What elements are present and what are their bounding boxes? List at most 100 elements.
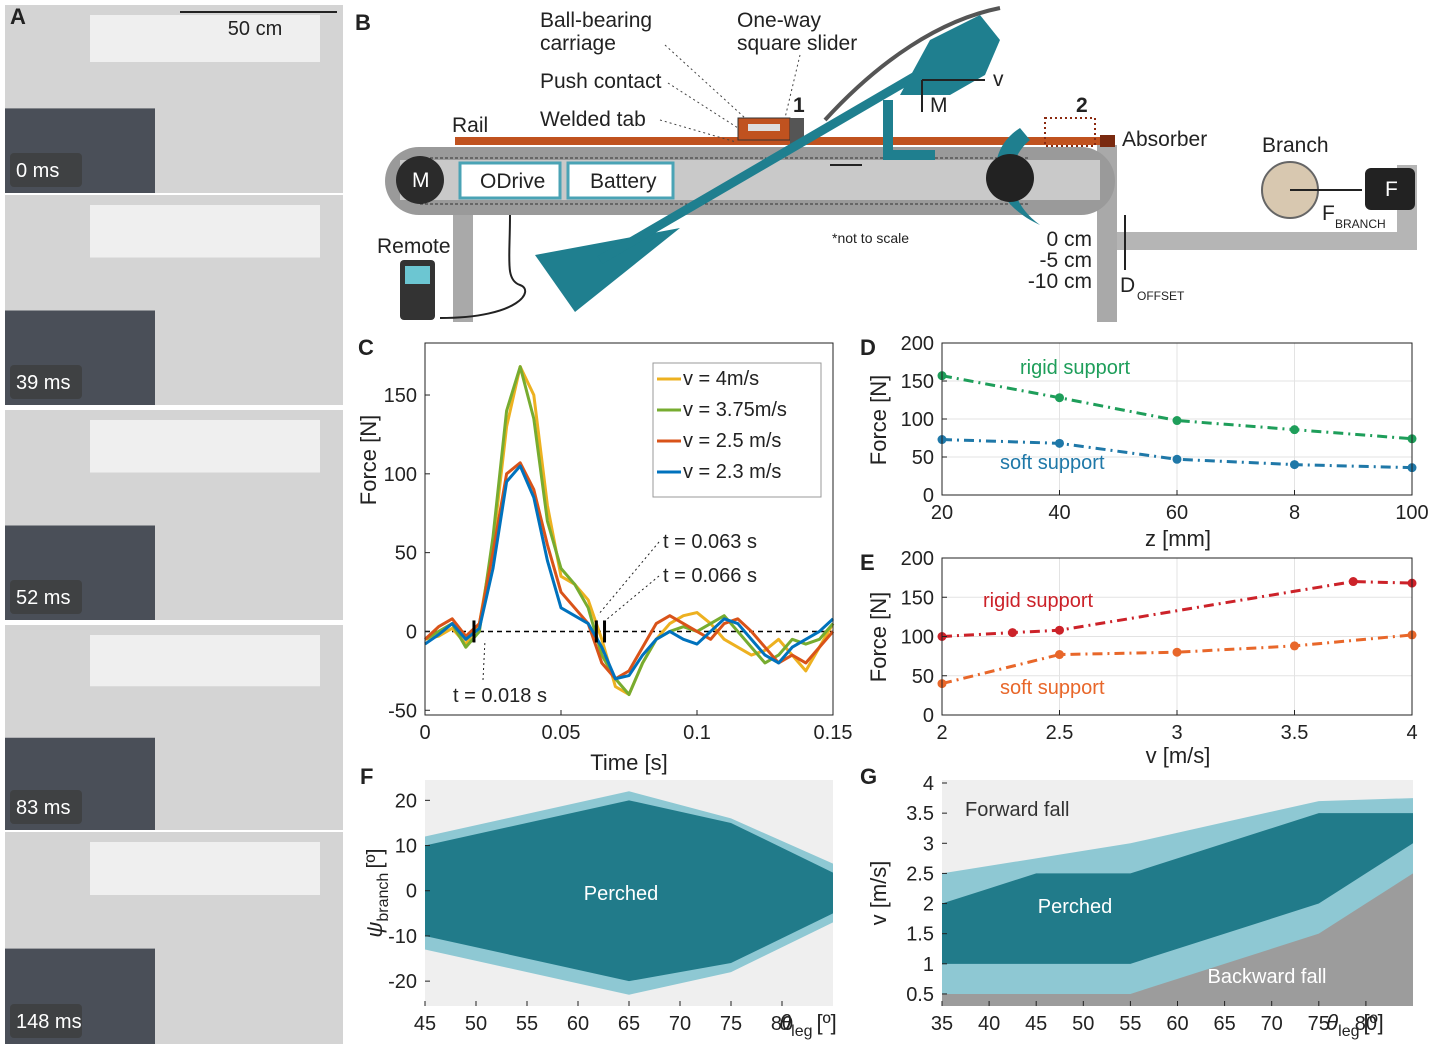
battery-box	[566, 161, 675, 200]
x-tick-label: 60	[567, 1013, 589, 1035]
y-tick-label: 50	[395, 543, 417, 565]
body	[900, 15, 1000, 95]
x-tick-label: 40	[1048, 502, 1070, 524]
leader	[664, 44, 746, 119]
region-label: Backward fall	[1208, 966, 1327, 988]
x-tick-label: 65	[1213, 1013, 1235, 1035]
marker	[1290, 460, 1299, 470]
y-tick-label: 200	[901, 548, 934, 570]
label-sub: leg	[1338, 1023, 1359, 1040]
marker	[1055, 393, 1064, 403]
legend-label: v = 2.5 m/s	[683, 430, 781, 452]
label: square slider	[737, 32, 857, 55]
timestamp: 83 ms	[16, 797, 70, 819]
region	[942, 813, 1413, 964]
timestamp: 0 ms	[16, 160, 59, 182]
x-tick-label: 100	[1395, 502, 1428, 524]
label: OFFSET	[1137, 289, 1185, 303]
remote-screen	[405, 266, 430, 284]
push-contact	[790, 118, 804, 144]
label: 1	[793, 94, 805, 117]
label-sub: leg	[791, 1023, 812, 1040]
timestamp: 148 ms	[16, 1011, 82, 1033]
label: *not to scale	[832, 230, 909, 246]
label-unit: [º]	[817, 1010, 837, 1035]
label: F	[1322, 202, 1335, 225]
y-axis-label: Force [N]	[356, 415, 381, 505]
label: Push contact	[540, 70, 662, 93]
y-tick-label: 0	[923, 705, 934, 727]
label: carriage	[540, 32, 616, 55]
x-tick-label: 60	[1166, 1013, 1188, 1035]
marker	[1348, 577, 1358, 587]
x-tick-label: 75	[720, 1013, 742, 1035]
x-tick-label: 3.5	[1281, 722, 1309, 744]
absorber	[1100, 135, 1115, 147]
label: ODrive	[480, 170, 545, 193]
marker	[1290, 425, 1299, 435]
y-axis-label: Force [N]	[866, 592, 891, 682]
x-tick-label: 40	[978, 1013, 1000, 1035]
x-tick-label: 80	[771, 1013, 793, 1035]
legend-label: soft support	[1000, 452, 1105, 474]
series-line	[941, 374, 1413, 441]
leader-lines	[659, 44, 801, 143]
y-axis-label: ψbranch [º]	[362, 848, 392, 937]
x-tick-label: 55	[1119, 1013, 1141, 1035]
label: v	[993, 68, 1004, 91]
claw	[995, 128, 1040, 225]
panel-label: A	[10, 4, 26, 29]
x-tick-label: 70	[669, 1013, 691, 1035]
x-tick-label: 75	[1308, 1013, 1330, 1035]
region-label: Perched	[584, 883, 659, 905]
diagram: Ball-bearing carriage One-way square sli…	[377, 6, 1417, 322]
legend-label: v = 4m/s	[683, 368, 759, 390]
y-tick-label: 2.5	[906, 863, 934, 885]
label: 2	[1076, 94, 1088, 117]
stand-leg	[453, 200, 473, 322]
y-tick-label: 0	[923, 485, 934, 507]
timestamp-box	[10, 365, 82, 399]
x-tick-label: 80	[1355, 1013, 1377, 1035]
y-tick-label: 10	[395, 836, 417, 858]
label-unit: [º]	[362, 848, 387, 868]
x-tick-label: 4	[1406, 722, 1417, 744]
timestamp-box	[10, 580, 82, 614]
marker	[1172, 454, 1182, 464]
leader	[784, 54, 801, 119]
legend-label: v = 2.3 m/s	[683, 461, 781, 483]
leader	[667, 82, 739, 129]
y-tick-label: 3.5	[906, 803, 934, 825]
odrive-box	[458, 161, 562, 200]
label-symbol: θ	[1326, 1010, 1338, 1035]
legend-label: soft support	[1000, 677, 1105, 699]
region-label: Perched	[1038, 896, 1113, 918]
timestamp-box	[10, 153, 82, 187]
label: Ball-bearing	[540, 9, 652, 32]
annotation-arrow	[605, 575, 660, 621]
scale-label: 50 cm	[228, 18, 282, 40]
x-axis-label: θleg [º]	[779, 1010, 837, 1040]
annotation-arrow	[597, 541, 660, 616]
label-sub: branch	[375, 873, 392, 922]
y-axis-label: Force [N]	[866, 375, 891, 465]
timestamp-box	[10, 790, 82, 824]
rail	[455, 137, 1105, 145]
y-tick-label: 150	[901, 371, 934, 393]
leader	[659, 119, 737, 143]
y-tick-label: 1.5	[906, 924, 934, 946]
x-tick-label: 35	[931, 1013, 953, 1035]
x-tick-label: 2	[936, 722, 947, 744]
label: Battery	[590, 170, 657, 193]
y-tick-label: 4	[923, 773, 934, 795]
y-tick-label: 2	[923, 894, 934, 916]
marker	[1055, 438, 1064, 448]
x-tick-label: 0	[419, 722, 430, 744]
y-tick-label: 150	[384, 385, 417, 407]
panel-label: F	[360, 764, 373, 789]
y-tick-label: 100	[901, 409, 934, 431]
slider	[748, 124, 780, 131]
x-tick-label: 8	[1289, 502, 1300, 524]
x-tick-label: 50	[465, 1013, 487, 1035]
